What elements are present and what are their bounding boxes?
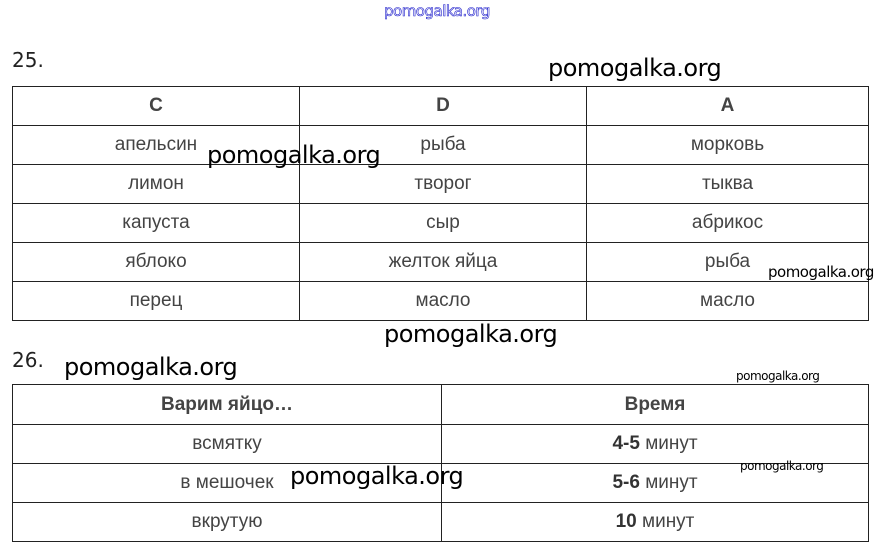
table-row: вкрутую 10 минут: [12, 502, 869, 542]
cell: в мешочек: [12, 463, 442, 503]
cell: творог: [299, 164, 587, 204]
cell: сыр: [299, 203, 587, 243]
task-number: 25.: [12, 48, 44, 72]
watermark: pomogalka.org: [207, 141, 381, 169]
watermark: pomogalka.org: [740, 459, 824, 473]
watermark: pomogalka.org: [64, 353, 238, 381]
table-row: яблоко желток яйца рыба: [12, 242, 869, 282]
cell: яблоко: [12, 242, 300, 282]
header-cell: C: [12, 86, 300, 126]
cell: 10 минут: [441, 502, 869, 542]
watermark: pomogalka.org: [290, 462, 464, 490]
watermark: pomogalka.org: [736, 369, 820, 383]
watermark: pomogalka.org: [548, 54, 722, 82]
cell: перец: [12, 281, 300, 321]
table-row: лимон творог тыква: [12, 164, 869, 204]
cell: лимон: [12, 164, 300, 204]
egg-boiling-table: Варим яйцо… Время всмятку 4-5 минут в мешо…: [12, 384, 869, 542]
table-row: всмятку 4-5 минут: [12, 424, 869, 464]
cell: масло: [586, 281, 869, 321]
cell: желток яйца: [299, 242, 587, 282]
task-number: 26.: [12, 348, 44, 372]
cell: морковь: [586, 125, 869, 165]
header-cell: Время: [441, 384, 869, 425]
cell: апельсин: [12, 125, 300, 165]
table-row: апельсин рыба морковь: [12, 125, 869, 165]
header-cell: D: [299, 86, 587, 126]
header-cell: A: [586, 86, 869, 126]
cell: рыба: [299, 125, 587, 165]
watermark: pomogalka.org: [768, 263, 874, 281]
cell: тыква: [586, 164, 869, 204]
cell: 4-5 минут: [441, 424, 869, 464]
cell: абрикос: [586, 203, 869, 243]
watermark: pomogalka.org: [384, 2, 491, 21]
cell: вкрутую: [12, 502, 442, 542]
cell: масло: [299, 281, 587, 321]
cell: всмятку: [12, 424, 442, 464]
watermark: pomogalka.org: [384, 320, 558, 348]
table-row: капуста сыр абрикос: [12, 203, 869, 243]
table-row: перец масло масло: [12, 281, 869, 321]
cell: капуста: [12, 203, 300, 243]
header-cell: Варим яйцо…: [12, 384, 442, 425]
